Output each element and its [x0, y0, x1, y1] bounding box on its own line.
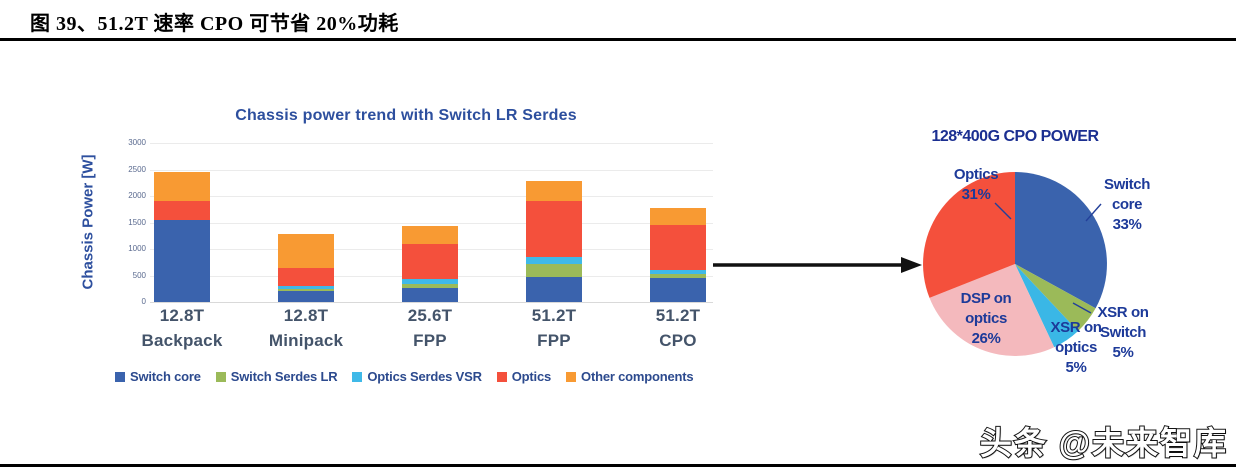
- gridline: [150, 143, 713, 144]
- bar-segment: [650, 208, 706, 225]
- bar-segment: [402, 244, 458, 280]
- x-axis-label: CPO: [659, 331, 697, 350]
- bar-segment: [526, 264, 582, 278]
- bar-segment: [402, 279, 458, 284]
- bottom-rule: [0, 464, 1236, 467]
- legend-swatch-icon: [352, 371, 363, 382]
- gridline: [150, 196, 713, 197]
- bar-segment: [402, 288, 458, 302]
- y-tick-label: 2000: [128, 191, 146, 200]
- bar-segment: [278, 233, 334, 269]
- pie-slice-optics: [923, 172, 1015, 298]
- legend: Switch core Switch Serdes LR Optics Serdes…: [115, 369, 694, 384]
- y-tick-label: 1500: [128, 217, 146, 227]
- x-axis-label: Minipack: [268, 331, 344, 350]
- x-axis-label: 51.2T: [531, 306, 577, 325]
- pie-slice-switch-core: [1015, 172, 1107, 309]
- pie-label-optics: Optics 31%: [953, 166, 999, 203]
- right-arrow-icon: [713, 257, 922, 273]
- legend-label: Other components: [581, 369, 694, 384]
- pie-slice-xsr-on-switch: [1015, 264, 1096, 332]
- x-axis-label: 51.2T: [655, 306, 701, 325]
- legend-item: Optics Serdes VSR: [352, 369, 482, 384]
- bar-segment: [402, 283, 458, 289]
- pie-label-xsr-on-switch: XSR on Switch 5%: [1097, 304, 1149, 361]
- bar-segment: [278, 286, 334, 289]
- legend-label: Optics Serdes VSR: [367, 369, 482, 384]
- bar-segment: [154, 219, 210, 302]
- watermark: 头条 @未来智库: [979, 424, 1228, 462]
- bar-segment: [526, 257, 582, 265]
- gridline: [150, 302, 713, 303]
- pie-label-dsp-on-optics: DSP on optics 26%: [960, 290, 1012, 347]
- y-tick-label: 3000: [128, 138, 146, 147]
- pie-label-xsr-on-optics: XSR on optics 5%: [1050, 319, 1102, 376]
- bar-segment: [650, 273, 706, 279]
- bar-segment: [154, 201, 210, 220]
- legend-item: Switch Serdes LR: [215, 369, 338, 384]
- legend-item: Optics: [496, 369, 552, 384]
- bar-segment: [650, 278, 706, 302]
- caption-underline: [0, 38, 1236, 41]
- bar-segment: [526, 180, 582, 202]
- bar-segment: [650, 269, 706, 274]
- pie-chart-title: 128*400G CPO POWER: [931, 128, 1099, 145]
- x-axis-label: Backpack: [141, 331, 223, 350]
- y-axis-label: Chassis Power [W]: [79, 154, 97, 290]
- bar-segment: [650, 224, 706, 270]
- bar-segment: [278, 268, 334, 287]
- y-tick-label: 500: [132, 270, 146, 280]
- x-axis-label: 12.8T: [283, 306, 329, 325]
- gridline: [150, 222, 713, 224]
- x-axis-label: FPP: [537, 331, 571, 350]
- x-axis-label: FPP: [413, 331, 447, 350]
- legend-label: Switch core: [130, 369, 201, 384]
- figure-caption: 图 39、51.2T 速率 CPO 可节省 20%功耗: [30, 13, 399, 35]
- legend-item: Other components: [566, 369, 694, 384]
- legend-swatch-icon: [496, 371, 507, 382]
- pie-label-switch-core: Switch core 33%: [1104, 176, 1150, 233]
- bar-segment: [402, 226, 458, 245]
- gridline: [150, 169, 713, 171]
- y-tick-label: 2500: [128, 164, 146, 174]
- bar-segment: [278, 291, 334, 302]
- bar-segment: [154, 172, 210, 202]
- legend-item: Switch core: [115, 369, 201, 384]
- bar-segment: [526, 201, 582, 258]
- bar-segment: [526, 277, 582, 302]
- legend-swatch-icon: [566, 371, 577, 382]
- legend-swatch-icon: [115, 371, 125, 382]
- pie-slice-dsp-on-optics: [929, 264, 1055, 356]
- x-axis-label: 25.6T: [407, 306, 453, 325]
- legend-label: Switch Serdes LR: [230, 369, 338, 384]
- y-tick-label: 1000: [128, 244, 146, 253]
- x-axis-label: 12.8T: [159, 306, 205, 325]
- legend-swatch-icon: [215, 371, 226, 382]
- bar-segment: [278, 288, 334, 292]
- y-tick-label: 0: [141, 297, 146, 306]
- bar-chart-title: Chassis power trend with Switch LR Serde…: [235, 107, 577, 124]
- pie-chart: [923, 172, 1107, 356]
- pie-slice-xsr-on-optics: [1015, 264, 1078, 348]
- legend-label: Optics: [511, 369, 552, 384]
